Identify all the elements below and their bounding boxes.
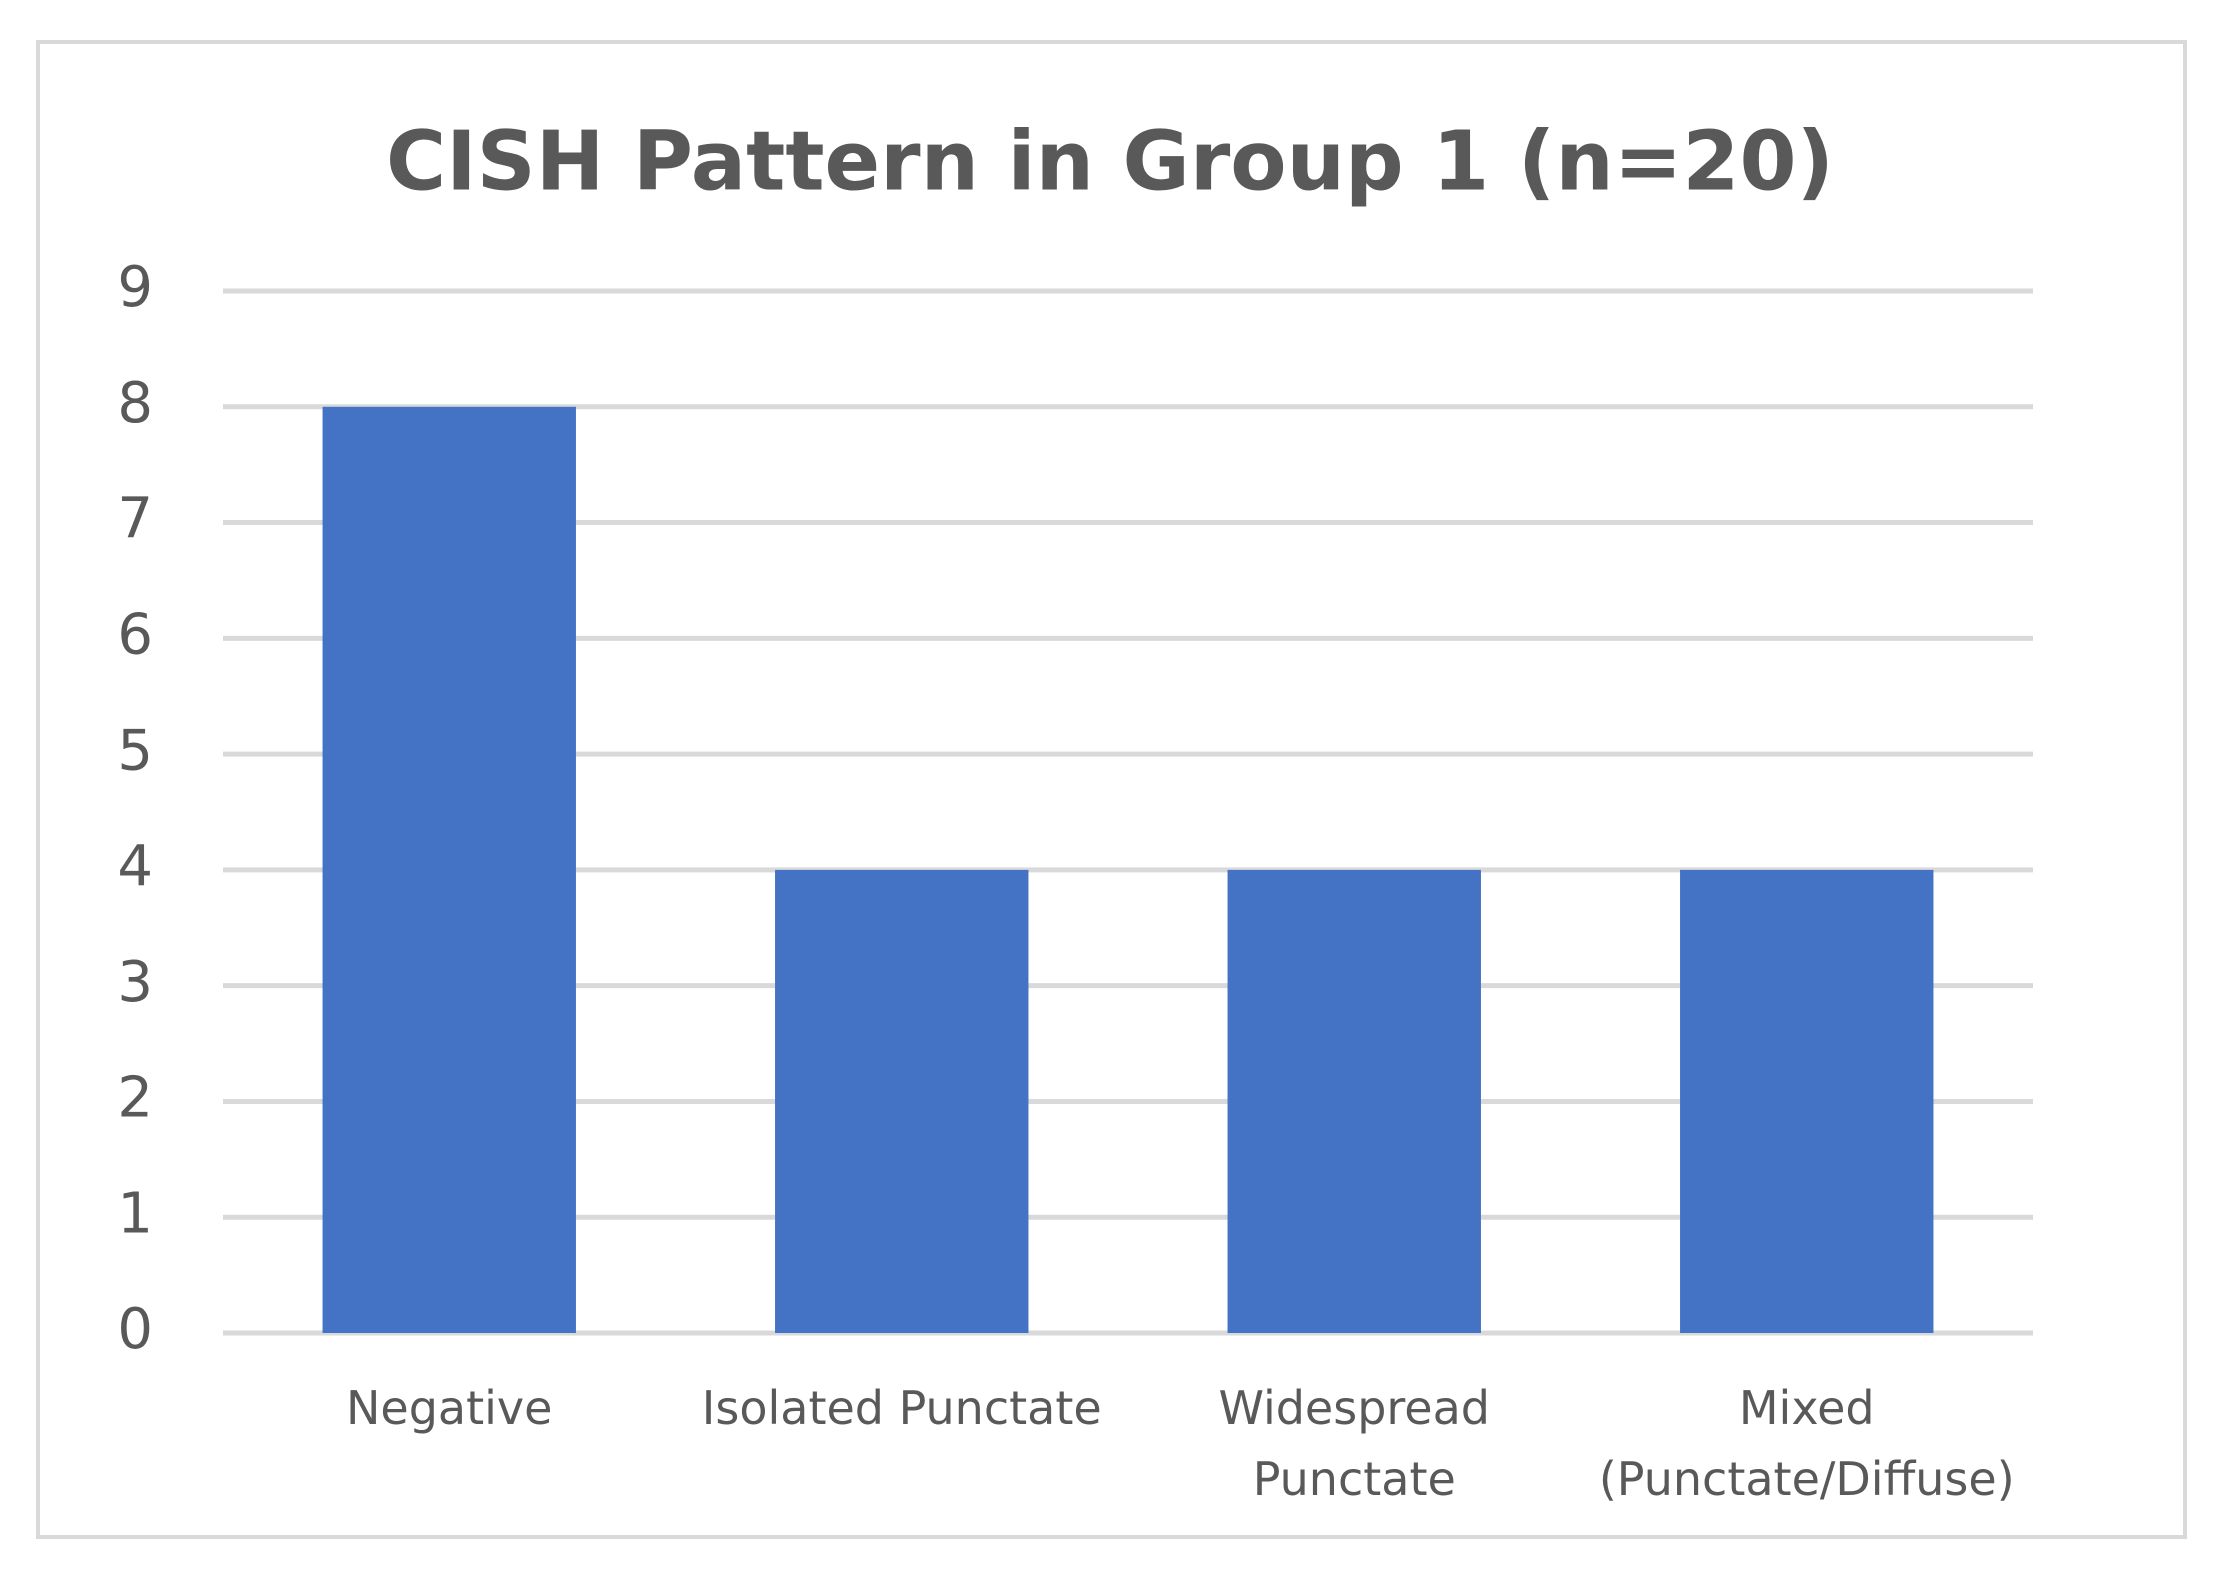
- bar: [1680, 869, 1934, 1333]
- y-tick-label: 4: [117, 834, 153, 899]
- y-tick-label: 1: [117, 1181, 153, 1246]
- bar: [1227, 869, 1481, 1333]
- x-tick-label: Isolated Punctate: [702, 1381, 1102, 1435]
- y-tick-label: 0: [117, 1297, 153, 1362]
- y-tick-label: 7: [117, 487, 153, 552]
- y-tick-label: 5: [117, 718, 153, 783]
- y-tick-label: 8: [117, 371, 153, 436]
- y-tick-label: 2: [117, 1066, 153, 1131]
- x-tick-label: Mixed (Punctate/Diffuse): [1599, 1381, 2015, 1506]
- bar: [322, 406, 576, 1333]
- chart-title: CISH Pattern in Group 1 (n=20): [386, 114, 1834, 209]
- x-tick-label: Widespread Punctate: [1218, 1381, 1490, 1506]
- x-tick-label: Negative: [346, 1381, 552, 1435]
- bar: [775, 869, 1029, 1333]
- y-tick-label: 9: [117, 255, 153, 320]
- y-tick-label: 3: [117, 950, 153, 1015]
- y-tick-label: 6: [117, 602, 153, 667]
